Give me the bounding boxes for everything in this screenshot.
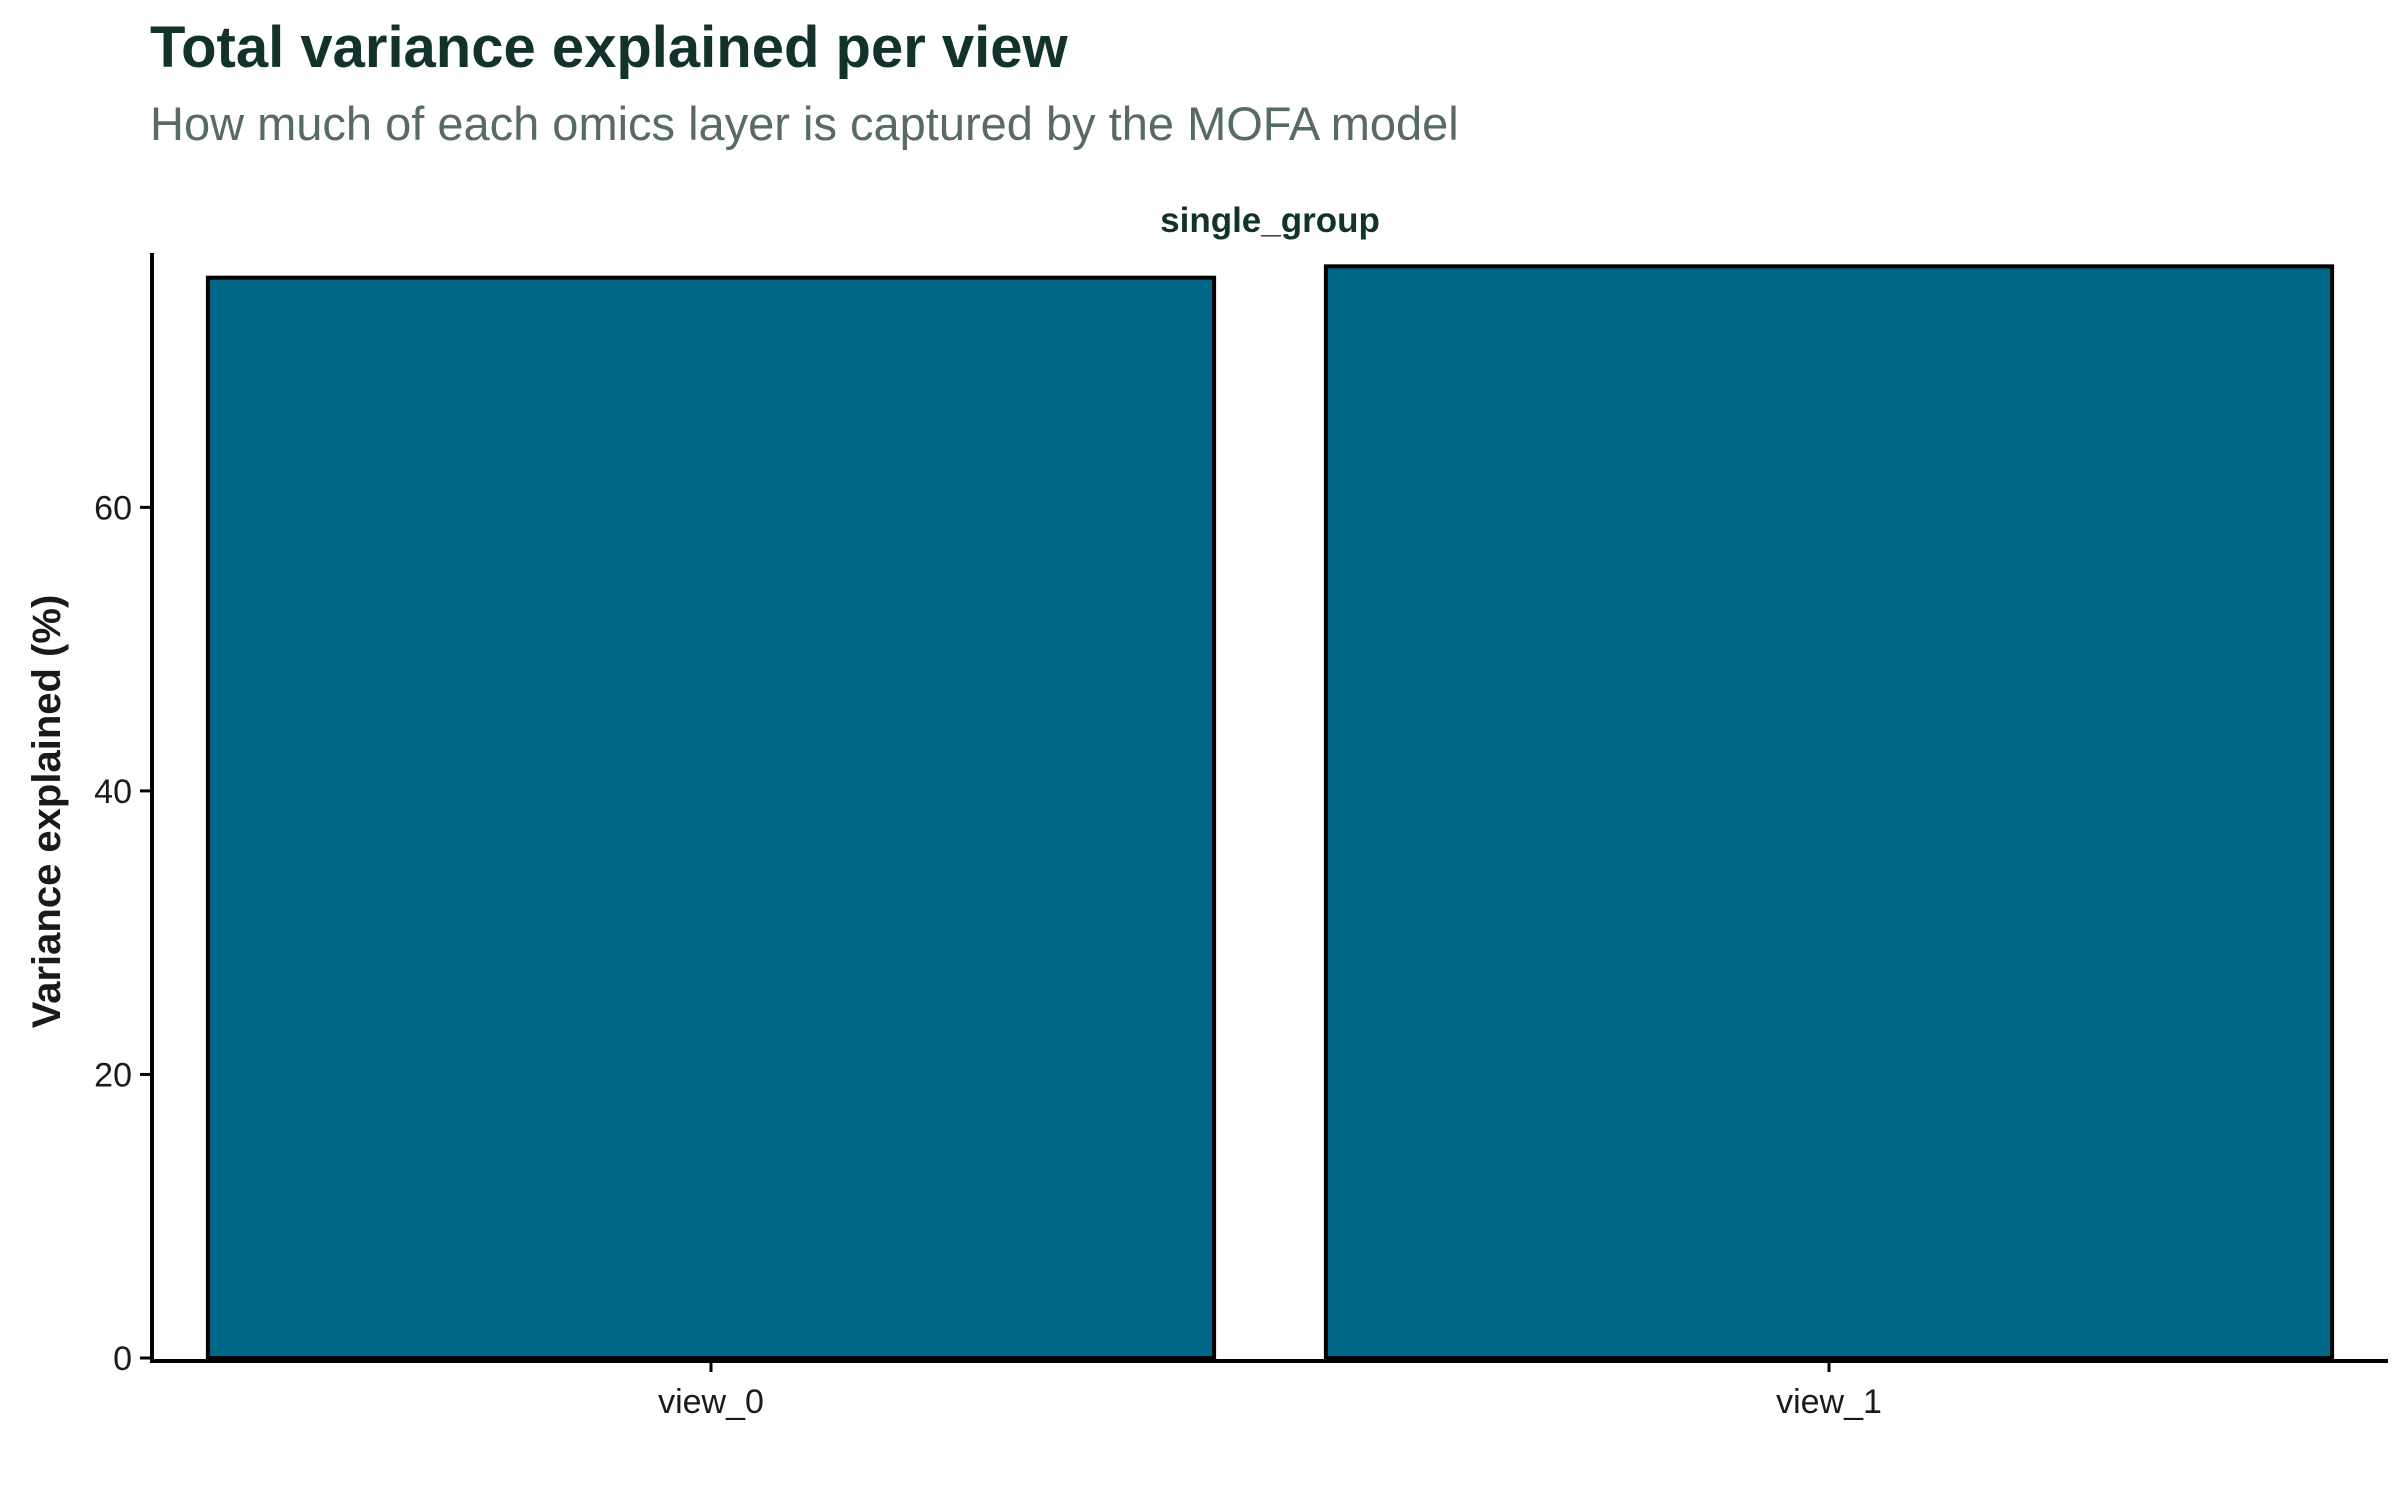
axes-layer [150, 253, 2388, 1363]
x-tick-label: view_1 [1776, 1383, 1882, 1421]
bar-view_1 [1323, 264, 2335, 1360]
bar-view_0 [205, 275, 1217, 1360]
y-axis-title: Variance explained (%) [25, 595, 69, 1029]
chart-title: Total variance explained per view [150, 15, 1068, 80]
facet-strip-label: single_group [1160, 201, 1380, 240]
y-ticks-layer: 0 20 40 60 [94, 489, 152, 1378]
chart-subtitle: How much of each omics layer is captured… [150, 97, 1459, 150]
y-tick-label: 60 [94, 489, 132, 527]
y-tick-label: 0 [113, 1340, 132, 1378]
y-tick-label: 40 [94, 773, 132, 811]
x-tick-label: view_0 [658, 1383, 764, 1421]
bars-layer [205, 264, 2335, 1360]
y-tick-label: 20 [94, 1056, 132, 1094]
x-ticks-layer: view_0 view_1 [658, 1361, 1882, 1421]
